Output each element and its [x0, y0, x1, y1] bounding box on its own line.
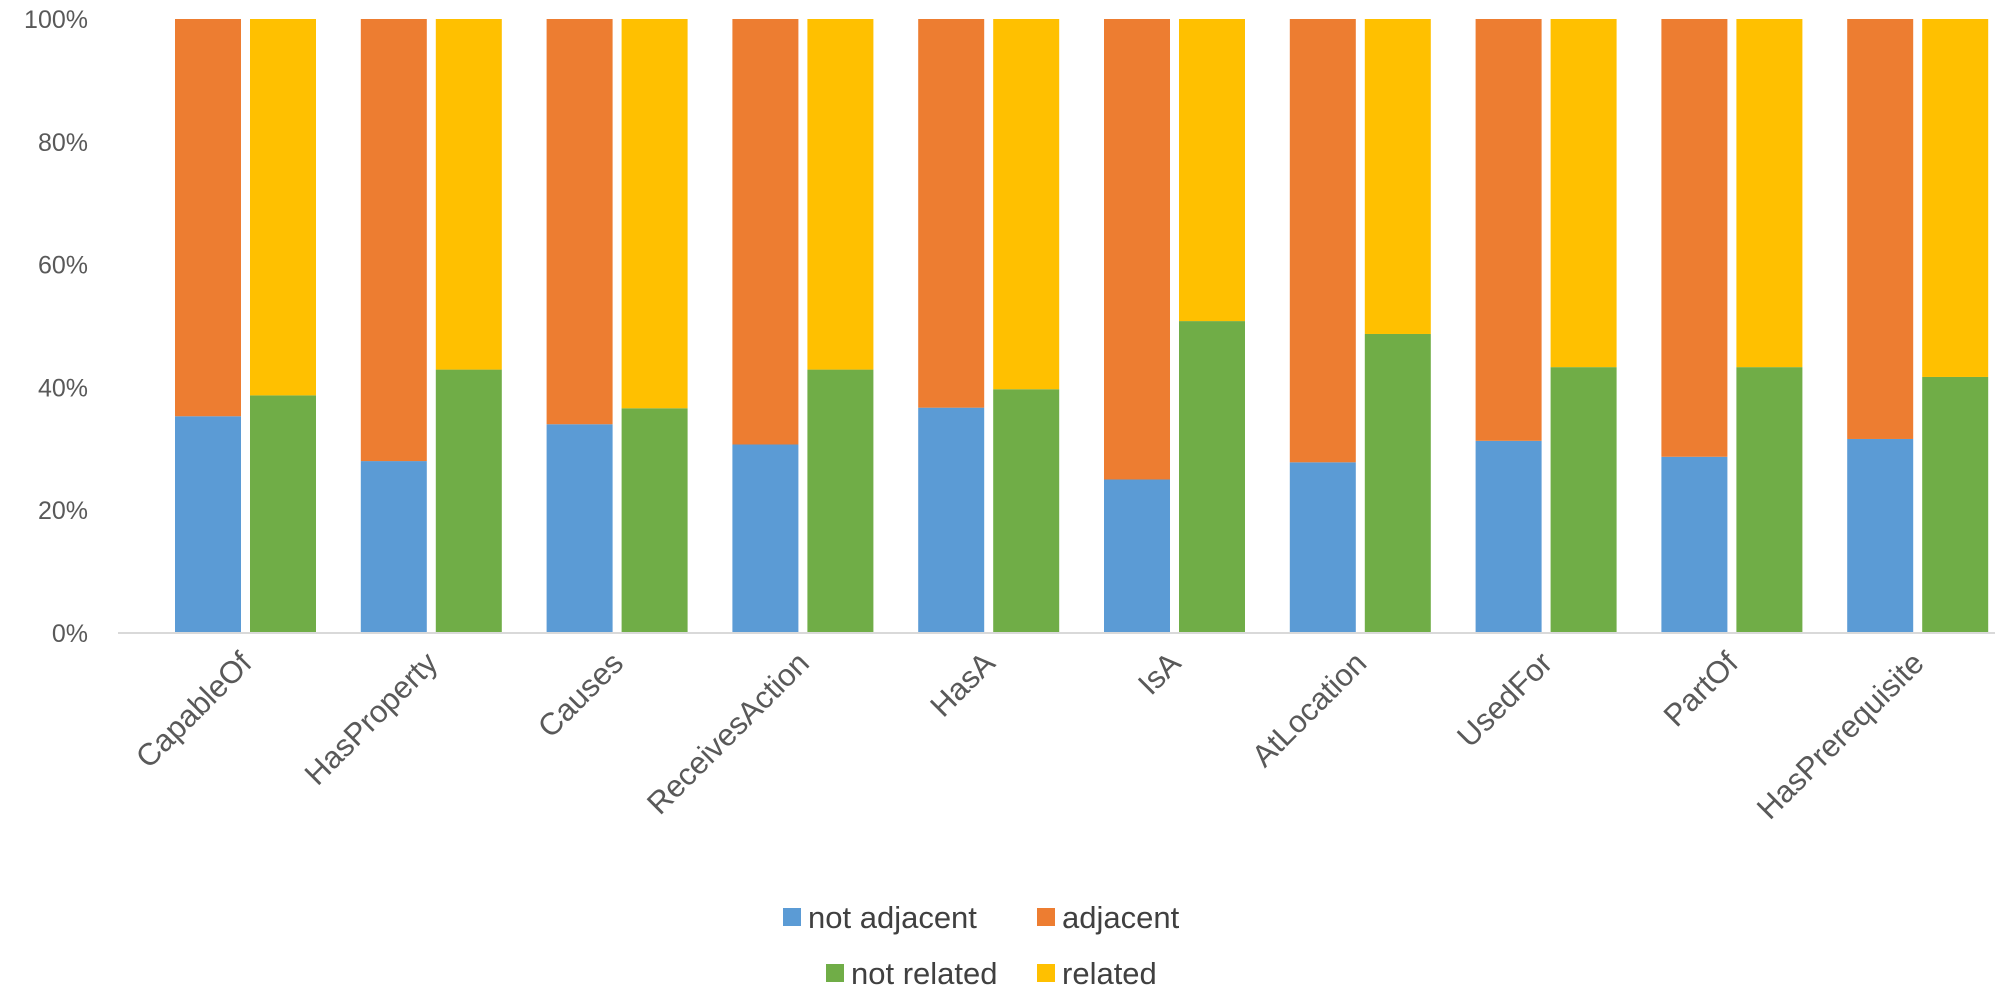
y-tick-label-60: 60% — [38, 252, 88, 280]
x-axis-labels: CapableOf HasProperty Causes ReceivesAction… — [129, 645, 1931, 826]
bar-hasa-adjacent — [918, 19, 985, 408]
x-tick-label-usedfor: UsedFor — [1450, 645, 1559, 754]
bar-usedfor-adjacent — [1475, 19, 1542, 441]
bar-partof-not-adjacent — [1661, 456, 1728, 633]
bar-partof-adjacent — [1661, 19, 1728, 457]
bar-atlocation-not-related — [1364, 333, 1431, 633]
bar-causes-not-adjacent — [546, 424, 613, 633]
legend-label-not-related: not related — [851, 956, 998, 991]
x-tick-label-hasproperty: HasProperty — [298, 645, 445, 792]
x-tick-label-hasprerequisite: HasPrerequisite — [1750, 645, 1931, 826]
y-tick-label-0: 0% — [52, 620, 88, 648]
bar-usedfor-not-adjacent — [1475, 440, 1542, 633]
y-tick-label-40: 40% — [38, 374, 88, 402]
bar-causes-adjacent — [546, 19, 613, 425]
bar-receivesaction-not-adjacent — [732, 444, 799, 633]
bar-isa-not-related — [1179, 321, 1245, 633]
bar-hasproperty-related — [435, 19, 502, 370]
bar-receivesaction-not-related — [807, 369, 874, 633]
bar-capableof-adjacent — [175, 19, 241, 417]
x-tick-label-isa: IsA — [1131, 645, 1188, 702]
bar-receivesaction-adjacent — [732, 19, 799, 445]
bar-hasprerequisite-not-adjacent — [1847, 438, 1914, 633]
bar-hasprerequisite-related — [1922, 19, 1989, 377]
y-axis: 0% 20% 40% 60% 80% 100% — [24, 6, 88, 648]
x-tick-label-receivesaction: ReceivesAction — [640, 645, 816, 821]
bar-receivesaction-related — [807, 19, 874, 370]
bar-capableof-not-related — [250, 395, 316, 633]
bar-partof-not-related — [1736, 367, 1803, 633]
bar-usedfor-related — [1550, 19, 1617, 368]
bar-partof-related — [1736, 19, 1803, 368]
bar-isa-not-adjacent — [1104, 479, 1170, 633]
x-tick-label-hasa: HasA — [923, 645, 1002, 724]
y-tick-label-20: 20% — [38, 497, 88, 525]
x-tick-label-atlocation: AtLocation — [1245, 645, 1373, 773]
bar-atlocation-adjacent — [1289, 19, 1356, 463]
x-tick-label-partof: PartOf — [1657, 645, 1745, 733]
legend-label-adjacent: adjacent — [1062, 900, 1180, 935]
x-tick-label-causes: Causes — [531, 645, 630, 744]
bar-hasprerequisite-adjacent — [1847, 19, 1914, 439]
legend-label-related: related — [1062, 956, 1157, 991]
bar-causes-not-related — [621, 408, 688, 633]
bar-usedfor-not-related — [1550, 367, 1617, 633]
bar-capableof-related — [250, 19, 316, 396]
bar-hasa-related — [993, 19, 1060, 390]
bar-hasproperty-not-related — [435, 369, 502, 633]
bar-isa-related — [1179, 19, 1245, 322]
y-tick-label-100: 100% — [24, 6, 88, 34]
legend-label-not-adjacent: not adjacent — [808, 900, 977, 935]
bar-hasproperty-adjacent — [360, 19, 427, 462]
bar-hasproperty-not-adjacent — [360, 461, 427, 633]
y-tick-label-80: 80% — [38, 129, 88, 157]
bar-hasa-not-adjacent — [918, 407, 985, 633]
legend-swatch-related — [1037, 964, 1055, 982]
bar-hasprerequisite-not-related — [1922, 376, 1989, 633]
bars — [175, 19, 1989, 633]
legend-swatch-adjacent — [1037, 908, 1055, 926]
x-tick-label-capableof: CapableOf — [129, 645, 259, 775]
bar-isa-adjacent — [1104, 19, 1170, 480]
legend-swatch-not-adjacent — [783, 908, 801, 926]
legend-swatch-not-related — [826, 964, 844, 982]
bar-hasa-not-related — [993, 389, 1060, 633]
bar-capableof-not-adjacent — [175, 416, 241, 633]
legend: not adjacent adjacent not related related — [783, 900, 1180, 991]
bar-causes-related — [621, 19, 688, 409]
bar-atlocation-related — [1364, 19, 1431, 334]
bar-atlocation-not-adjacent — [1289, 462, 1356, 633]
